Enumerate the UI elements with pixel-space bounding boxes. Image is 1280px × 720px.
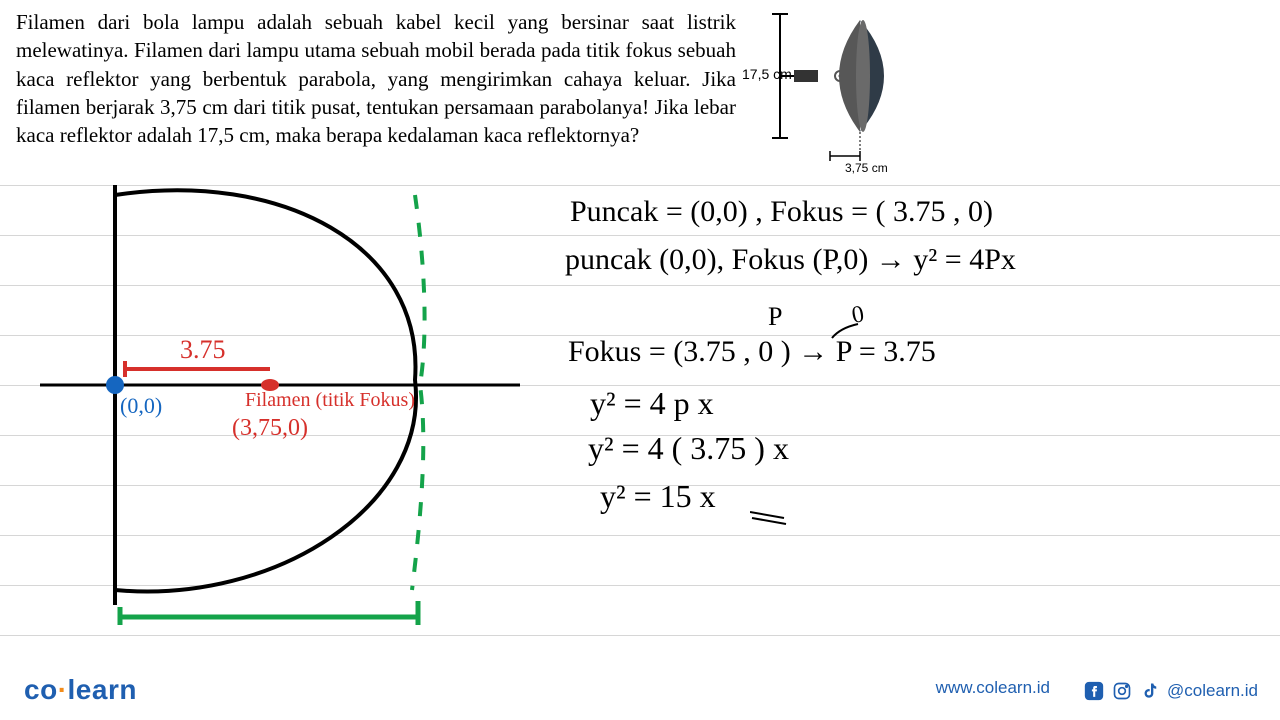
solution-line-3: Fokus = (3.75 , 0 ) → P = 3.75 — [568, 335, 936, 369]
social-row: @colearn.id — [1083, 680, 1258, 702]
reflector-diagram — [760, 8, 940, 178]
brand-learn: learn — [68, 674, 137, 705]
solution-line-4: y² = 4 p x — [590, 385, 714, 422]
social-handle: @colearn.id — [1167, 681, 1258, 701]
brand-co: co — [24, 674, 58, 705]
instagram-icon — [1111, 680, 1133, 702]
tiktok-icon — [1139, 680, 1161, 702]
annotation-p: P — [768, 302, 782, 332]
solution-line-1: Puncak = (0,0) , Fokus = ( 3.75 , 0) — [570, 195, 993, 229]
dim-height-label: 17,5 cm — [742, 66, 792, 82]
site-url: www.colearn.id — [936, 678, 1050, 698]
brand-dot: · — [58, 674, 68, 705]
focus-label-2: (3,75,0) — [232, 415, 308, 442]
facebook-icon — [1083, 680, 1105, 702]
solution-line-5: y² = 4 ( 3.75 ) x — [588, 430, 789, 467]
focus-distance-label: 3.75 — [180, 335, 226, 365]
double-underline — [750, 506, 790, 528]
brand-logo: co·learn — [24, 674, 137, 706]
question-text: Filamen dari bola lampu adalah sebuah ka… — [16, 8, 736, 150]
focus-label-1: Filamen (titik Fokus) — [245, 389, 415, 412]
solution-line-6: y² = 15 x — [600, 478, 716, 515]
dim-depth-label: 3,75 cm — [845, 161, 888, 175]
parabola-sketch: 3.75 (0,0) Filamen (titik Fokus) (3,75,0… — [20, 185, 540, 625]
vertex-label: (0,0) — [120, 393, 162, 419]
solution-line-2: puncak (0,0), Fokus (P,0) → y² = 4Px — [565, 243, 1016, 277]
footer: co·learn www.colearn.id @colearn.id — [0, 666, 1280, 706]
